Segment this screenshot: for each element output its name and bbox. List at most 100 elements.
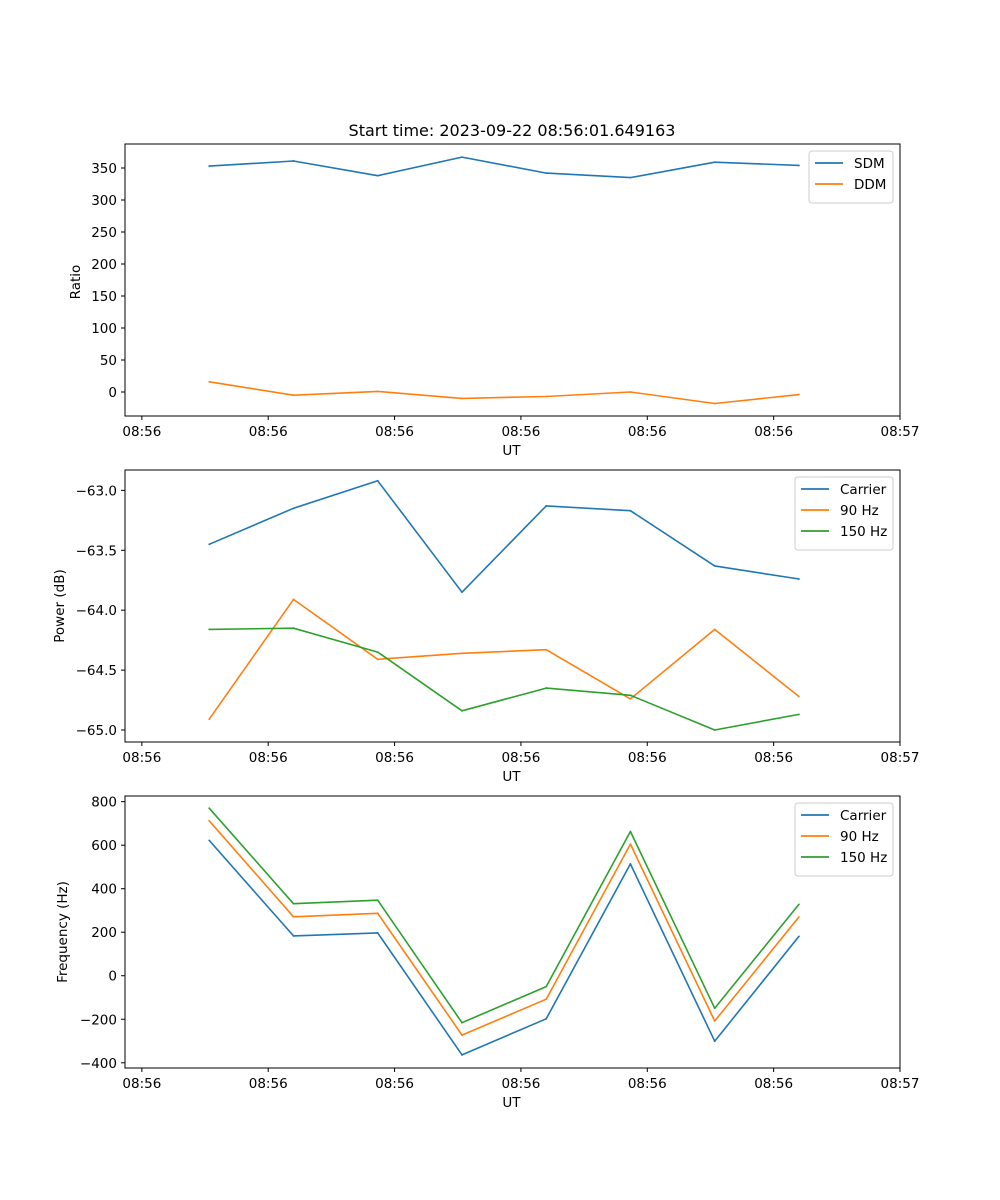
power-series-150-hz-line <box>209 627 800 731</box>
frequency-ylabel: Frequency (Hz) <box>55 881 71 983</box>
figure-title: Start time: 2023-09-22 08:56:01.649163 <box>349 121 676 140</box>
power-xtick-label: 08:56 <box>122 750 161 766</box>
frequency-series-150-hz-point <box>713 1007 716 1010</box>
power-series-150-hz-point <box>292 627 295 630</box>
power-series-150-hz-point <box>461 709 463 712</box>
power-series-carrier-point <box>292 507 295 510</box>
frequency-ytick-label: 200 <box>91 925 117 941</box>
frequency-series-150-hz-line <box>208 807 800 1024</box>
power-xtick-label: 08:56 <box>249 750 288 766</box>
ratio-series-ddm-point <box>376 390 379 393</box>
ratio-series-ddm-point <box>798 393 800 396</box>
frequency-series-150-hz-point <box>798 903 800 906</box>
power-series-90-hz-point <box>545 648 548 651</box>
frequency-xtick-label: 08:56 <box>754 1076 793 1092</box>
power-xtick-label: 08:57 <box>881 750 920 766</box>
power-series-carrier-point <box>376 479 379 482</box>
ratio-legend <box>808 150 894 204</box>
power-series-carrier-point <box>461 591 463 594</box>
ratio-ytick-label: 50 <box>100 353 117 369</box>
ratio-legend-ddm-label: DDM <box>854 177 886 193</box>
ratio-series-ddm-point <box>629 391 632 393</box>
power-ytick-label: −65.0 <box>76 723 117 739</box>
power-series-carrier-point <box>208 543 211 546</box>
frequency-series-carrier-point <box>208 839 211 842</box>
frequency-ytick-label: 800 <box>91 795 117 811</box>
frequency-series-150-hz-point <box>545 985 548 988</box>
frequency-series-carrier-point <box>461 1054 463 1056</box>
frequency-xtick-label: 08:57 <box>881 1076 920 1092</box>
frequency-series-150-hz-point <box>292 902 295 905</box>
power-legend-carrier-label: Carrier <box>840 482 887 498</box>
ratio-series-sdm-point <box>376 174 379 177</box>
frequency-series-90-hz-point <box>545 998 548 1001</box>
ratio-series-ddm-point <box>208 380 211 383</box>
power-legend-150-hz-label: 150 Hz <box>840 524 887 540</box>
ratio-xtick-label: 08:56 <box>249 424 288 440</box>
power-series-90-hz-point <box>629 697 632 700</box>
ratio-xtick-label: 08:56 <box>501 424 540 440</box>
ratio-series-sdm-line <box>209 156 799 179</box>
ratio-legend-sdm-label: SDM <box>854 156 885 172</box>
power-series-150-hz-point <box>208 628 211 631</box>
frequency-xtick-label: 08:56 <box>249 1076 288 1092</box>
power-series-90-hz-point <box>292 598 295 601</box>
ratio-series-sdm-point <box>461 156 463 159</box>
ratio-series-sdm-point <box>713 161 716 164</box>
frequency-series-150-hz-point <box>461 1021 463 1024</box>
power-series-90-hz-line <box>208 598 800 720</box>
power-ytick-label: −64.0 <box>76 603 117 619</box>
frequency-series-150-hz-point <box>376 899 379 902</box>
ratio-series-sdm-point <box>629 176 632 179</box>
ratio-series-ddm-line <box>209 381 799 405</box>
frequency-series-90-hz-point <box>376 912 379 915</box>
ratio-xtick-label: 08:57 <box>881 424 920 440</box>
power-panel: −65.0 −64.5 −64.0 −63.5 −63.0 08:56 08:56 08:56… <box>52 469 920 785</box>
power-ylabel: Power (dB) <box>52 569 68 642</box>
ratio-xtick-label: 08:56 <box>628 424 667 440</box>
ratio-series-sdm-point <box>292 160 295 162</box>
ratio-ytick-label: 200 <box>91 257 117 273</box>
power-xtick-label: 08:56 <box>754 750 793 766</box>
frequency-ytick-label: 0 <box>108 969 117 985</box>
frequency-series-carrier-point <box>713 1040 716 1043</box>
frequency-series-90-hz-line <box>208 820 800 1036</box>
frequency-series-carrier-point <box>292 935 295 937</box>
frequency-xtick-label: 08:56 <box>628 1076 667 1092</box>
frequency-series-carrier-point <box>545 1017 548 1020</box>
frequency-legend-90-hz-label: 90 Hz <box>840 829 879 845</box>
power-ytick-label: −63.0 <box>76 483 117 499</box>
frequency-series-carrier-point <box>629 862 632 865</box>
frequency-xtick-label: 08:56 <box>375 1076 414 1092</box>
frequency-ytick-label: −400 <box>80 1056 117 1072</box>
frequency-series-90-hz-point <box>461 1034 463 1037</box>
power-series-90-hz-point <box>713 628 716 631</box>
power-series-carrier-point <box>798 578 800 580</box>
power-series-150-hz-point <box>545 687 548 689</box>
frequency-series-150-hz-point <box>629 830 632 833</box>
frequency-legend-carrier-label: Carrier <box>840 808 887 824</box>
frequency-series-90-hz-point <box>713 1020 716 1022</box>
power-series-150-hz-point <box>713 729 716 731</box>
frequency-xtick-label: 08:56 <box>501 1076 540 1092</box>
power-series-carrier-point <box>629 509 632 512</box>
power-series-150-hz-point <box>798 713 800 716</box>
ratio-ylabel: Ratio <box>68 265 84 300</box>
frequency-series-90-hz-point <box>208 819 211 822</box>
power-xtick-label: 08:56 <box>501 750 540 766</box>
ratio-xlabel: UT <box>502 443 521 459</box>
power-ytick-label: −64.5 <box>76 663 117 679</box>
ratio-xtick-label: 08:56 <box>754 424 793 440</box>
ratio-panel: 0 50 100 150 200 250 300 350 08:56 08:56 08:56 08:5… <box>68 143 920 459</box>
frequency-series-carrier-line <box>208 839 800 1056</box>
frequency-panel: −400 −200 0 200 400 600 800 08:56 08:56 08:56 08:5… <box>55 795 919 1111</box>
frequency-series-90-hz-point <box>629 843 632 845</box>
ratio-series-ddm-point <box>461 397 463 400</box>
ratio-series-ddm-point <box>545 395 548 398</box>
frequency-series-90-hz-point <box>798 916 800 918</box>
power-xlabel: UT <box>502 769 521 785</box>
power-series-150-hz-point <box>629 694 632 697</box>
ratio-ytick-label: 0 <box>108 385 117 401</box>
power-ytick-label: −63.5 <box>76 543 117 559</box>
ratio-series-ddm-point <box>292 394 295 397</box>
